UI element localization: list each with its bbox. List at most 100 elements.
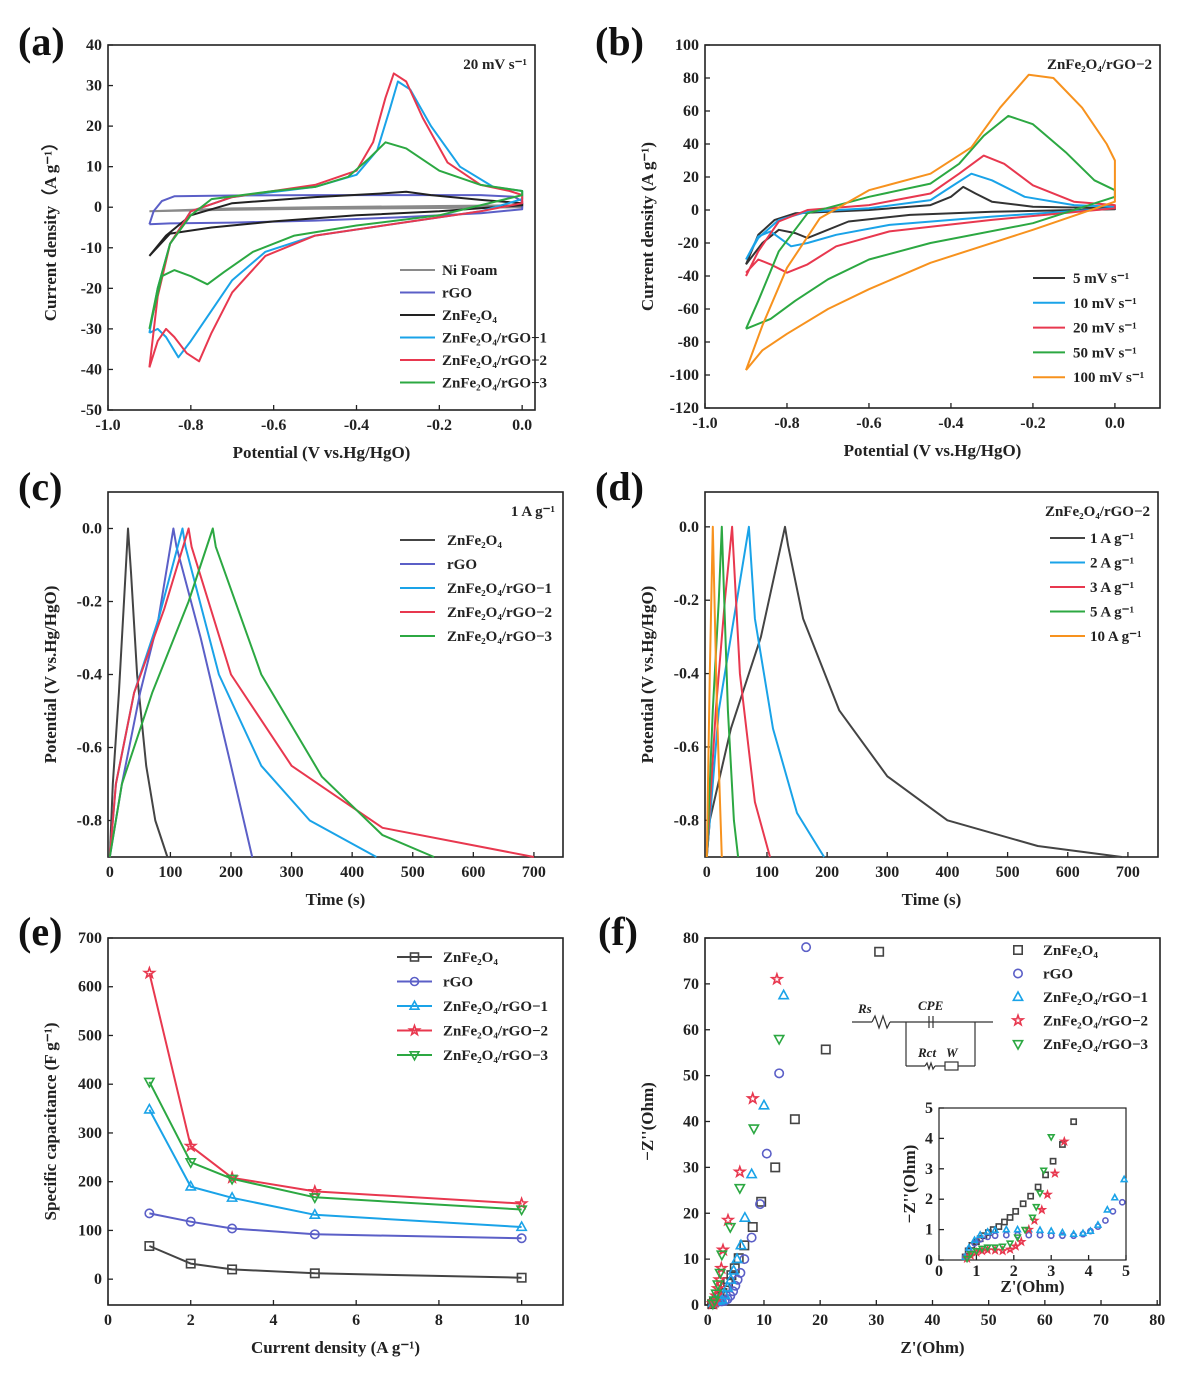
series-4: [705, 525, 723, 858]
y-axis-label: Potential (V vs.Hg/HgO): [41, 586, 60, 764]
data-point-circle: [144, 1208, 155, 1219]
data-point-triangle-up: [1013, 1224, 1022, 1233]
series-line: [108, 527, 535, 858]
series-0: [144, 1241, 527, 1283]
legend-label: ZnFe₂O₄/rGO−2: [443, 1024, 548, 1040]
circuit-label-w: W: [946, 1045, 959, 1060]
annotation: 20 mV s⁻¹: [463, 57, 527, 73]
data-point-triangle-down: [1020, 1226, 1030, 1235]
y-tick-label: -100: [670, 367, 699, 384]
y-tick-label: -50: [81, 402, 102, 419]
series-4: [962, 1134, 1056, 1264]
x-tick-label: 0.0: [512, 417, 532, 434]
x-tick-label: -0.2: [1020, 415, 1045, 432]
y-tick-label: 0: [94, 199, 102, 216]
x-tick-label: 300: [280, 864, 304, 881]
series-line: [745, 73, 1116, 371]
y-tick-label: 1: [925, 1222, 933, 1239]
y-tick-label: 4: [925, 1130, 933, 1147]
data-point-square: [144, 1241, 155, 1252]
data-point-star: [997, 1245, 1009, 1256]
y-tick-label: -120: [670, 400, 699, 417]
y-axis-label: −Z''(Ohm): [900, 1145, 919, 1224]
chart-panel-0: -1.0 -0.8 -0.6 -0.4 -0.2 0.0 -50 -40 -30 -20 -10 0 1…: [18, 19, 547, 462]
data-point-triangle-up: [1058, 1227, 1067, 1236]
x-tick-label: 600: [461, 864, 485, 881]
data-point-triangle-down: [1046, 1134, 1056, 1142]
series-line: [148, 190, 524, 257]
y-tick-label: 0: [94, 1271, 102, 1288]
y-tick-label: 100: [675, 37, 699, 54]
y-tick-label: -40: [81, 361, 102, 378]
data-point-star: [712, 1271, 727, 1286]
data-point-triangle-up: [738, 1211, 751, 1222]
y-tick-label: -60: [678, 301, 699, 318]
y-tick-label: 20: [683, 169, 699, 186]
legend-label: 100 mV s⁻¹: [1073, 370, 1144, 386]
legend-marker: [409, 952, 420, 962]
data-point-square: [789, 1114, 800, 1125]
data-point-triangle-up: [975, 1230, 985, 1238]
series-line: [148, 1081, 522, 1211]
y-tick-label: 20: [683, 1205, 699, 1222]
y-tick-label: -0.6: [674, 739, 699, 756]
y-tick-label: -0.8: [674, 812, 699, 829]
data-point-triangle-up: [515, 1220, 528, 1232]
data-point-triangle-down: [1035, 1190, 1045, 1198]
data-point-triangle-down: [998, 1243, 1007, 1252]
chart-panel-2: 0 100 200 300 400 500 600 700 -0.8 -0.6 -0.4 -0.2 0.…: [18, 464, 564, 909]
data-point-triangle-down: [972, 1248, 981, 1256]
legend-label: 1 A g⁻¹: [1090, 531, 1134, 547]
x-tick-label: 80: [1149, 1312, 1165, 1329]
data-point-square: [770, 1162, 781, 1173]
y-axis-label: Specific capacitance (F g⁻¹): [41, 1022, 60, 1220]
data-point-triangle-up: [1119, 1174, 1129, 1183]
y-tick-label: -20: [678, 235, 699, 252]
legend-label: ZnFe₂O₄/rGO−3: [1043, 1037, 1148, 1053]
y-tick-label: 700: [78, 930, 102, 947]
data-point-triangle-up: [734, 1238, 747, 1250]
data-point-triangle-down: [1013, 1234, 1022, 1242]
legend-label: ZnFe₂O₄/rGO−1: [1043, 990, 1148, 1006]
x-tick-label: 500: [996, 864, 1020, 881]
data-point-square: [1001, 1218, 1008, 1226]
chart-panel-6: 0 1 2 3 4 5 0 1 2 3 4 5 Z'(Ohm) −Z''(Ohm): [900, 1100, 1130, 1296]
data-point-star: [713, 1260, 729, 1275]
data-point-triangle-up: [1110, 1192, 1119, 1201]
data-point-circle: [746, 1232, 757, 1243]
x-tick-label: 5: [1122, 1263, 1130, 1280]
series-4: [108, 527, 435, 858]
y-tick-label: 10: [86, 159, 102, 176]
series-line: [149, 1212, 522, 1240]
legend-label: Ni Foam: [442, 263, 498, 279]
y-tick-label: -0.2: [77, 594, 102, 611]
x-tick-label: 3: [1047, 1263, 1055, 1280]
data-point-square: [874, 946, 885, 957]
x-tick-label: -1.0: [95, 417, 120, 434]
data-point-square: [1019, 1200, 1027, 1208]
y-tick-label: 80: [683, 930, 699, 947]
series-line: [108, 527, 254, 858]
x-tick-label: -1.0: [692, 415, 717, 432]
data-point-triangle-down: [711, 1280, 724, 1292]
data-point-star: [769, 971, 785, 986]
series-line: [148, 1109, 522, 1228]
data-point-triangle-down: [515, 1205, 528, 1217]
data-point-triangle-up: [1035, 1225, 1045, 1234]
y-tick-label: 500: [78, 1027, 102, 1044]
x-tick-label: 100: [755, 864, 779, 881]
data-point-circle: [971, 1239, 978, 1247]
x-tick-label: 200: [219, 864, 243, 881]
series-4: [745, 73, 1116, 371]
series-2: [148, 190, 524, 257]
data-point-circle: [516, 1233, 527, 1244]
series-line: [745, 114, 1116, 330]
series-3: [745, 114, 1116, 330]
chart-panel-1: -1.0 -0.8 -0.6 -0.4 -0.2 0.0 -120 -100 -80 -60 -40…: [595, 19, 1161, 460]
y-tick-label: -0.2: [674, 592, 699, 609]
series-3: [705, 971, 785, 1310]
data-point-triangle-up: [724, 1273, 737, 1284]
legend-label: ZnFe₂O₄: [443, 950, 498, 966]
data-point-square: [185, 1258, 196, 1269]
y-axis-label: Potential (V vs.Hg/HgO): [638, 586, 657, 764]
